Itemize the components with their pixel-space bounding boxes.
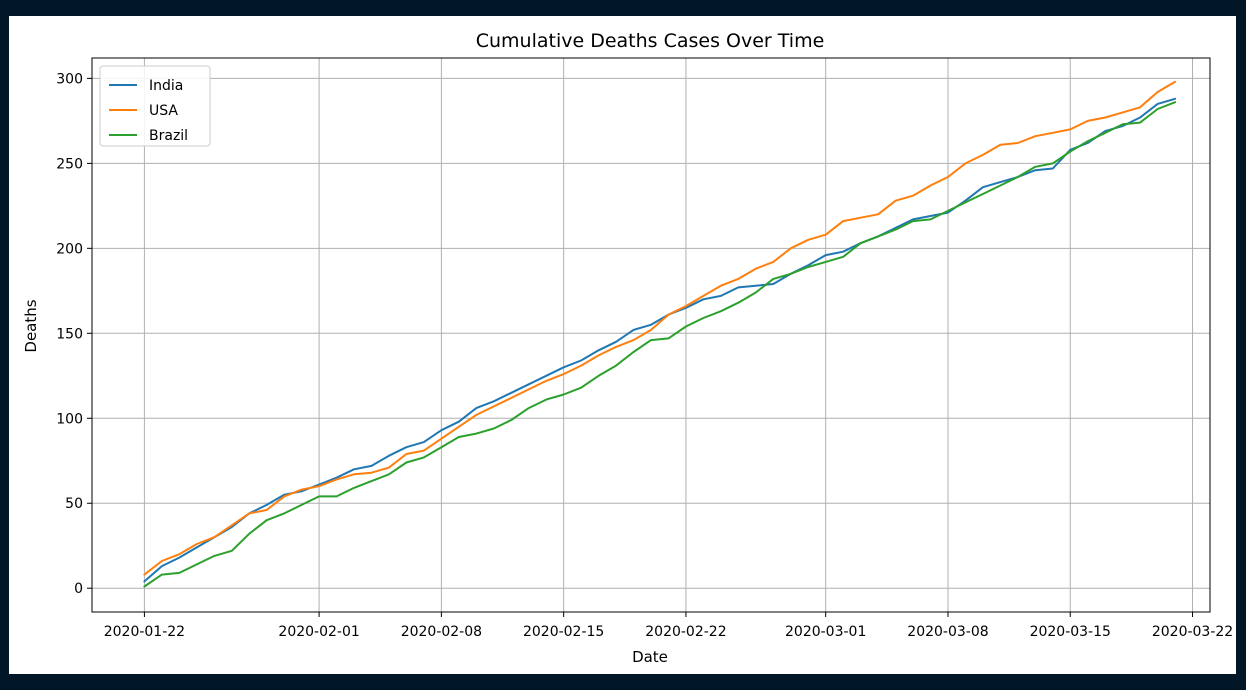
x-tick-label: 2020-02-01: [278, 624, 359, 640]
y-axis-title: Deaths: [22, 299, 40, 352]
y-tick-label: 300: [56, 71, 83, 87]
x-tick-label: 2020-01-22: [104, 624, 185, 640]
chart-title: Cumulative Deaths Cases Over Time: [476, 30, 825, 52]
series-lines: [143, 80, 1177, 588]
y-tick-label: 0: [74, 581, 83, 597]
series-line-usa: [143, 80, 1177, 576]
y-tick-label: 50: [65, 496, 83, 512]
x-tick-label: 2020-03-01: [785, 624, 866, 640]
legend-label: Brazil: [149, 128, 188, 144]
axes: 2020-01-22 2020-02-01 2020-02-08 2020-02-15…: [56, 71, 1233, 640]
y-tick-label: 100: [56, 411, 83, 427]
chart-figure: Cumulative Deaths Cases Over Time 2020-0…: [9, 16, 1236, 674]
grid: [92, 58, 1210, 612]
line-chart: Cumulative Deaths Cases Over Time 2020-0…: [22, 30, 1233, 666]
x-tick-label: 2020-03-15: [1030, 624, 1111, 640]
legend-label: USA: [149, 103, 178, 119]
series-line-brazil: [143, 101, 1177, 588]
y-tick-label: 250: [56, 156, 83, 172]
y-tick-label: 200: [56, 241, 83, 257]
legend-label: India: [149, 78, 183, 94]
x-tick-label: 2020-02-08: [401, 624, 482, 640]
x-tick-label: 2020-02-15: [523, 624, 604, 640]
x-tick-label: 2020-03-08: [907, 624, 988, 640]
x-tick-label: 2020-03-22: [1152, 624, 1233, 640]
y-tick-label: 150: [56, 326, 83, 342]
plot-area-frame: [91, 57, 1211, 613]
x-tick-label: 2020-02-22: [645, 624, 726, 640]
series-line-india: [143, 97, 1177, 583]
x-axis-title: Date: [632, 648, 668, 666]
legend: India USA Brazil: [99, 65, 211, 147]
